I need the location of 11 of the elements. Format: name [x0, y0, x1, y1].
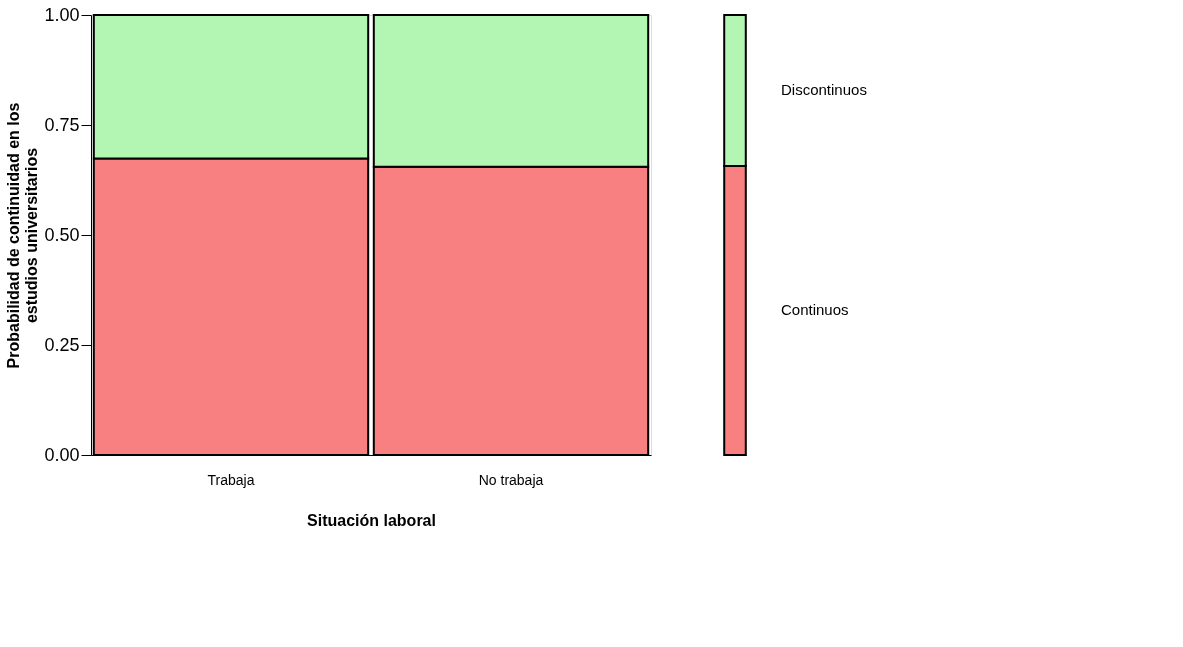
y-axis-title: Probabilidad de continuidad en los estudios universitarios	[5, 102, 41, 369]
y-tick-label: 0.50	[44, 224, 80, 245]
text: Continuos	[781, 301, 849, 319]
y-tick-label: 0.75	[44, 114, 80, 135]
x-tick-label: No trabaja	[478, 471, 544, 488]
y-tick-label: 0.00	[44, 444, 80, 465]
x-tick-label: Trabaja	[207, 471, 255, 488]
y-tick-label: 1.00	[44, 4, 80, 25]
x-axis-title: Situación laboral	[307, 511, 436, 529]
y-tick-label: 0.25	[44, 334, 80, 355]
text: Discontinuos	[781, 81, 867, 99]
